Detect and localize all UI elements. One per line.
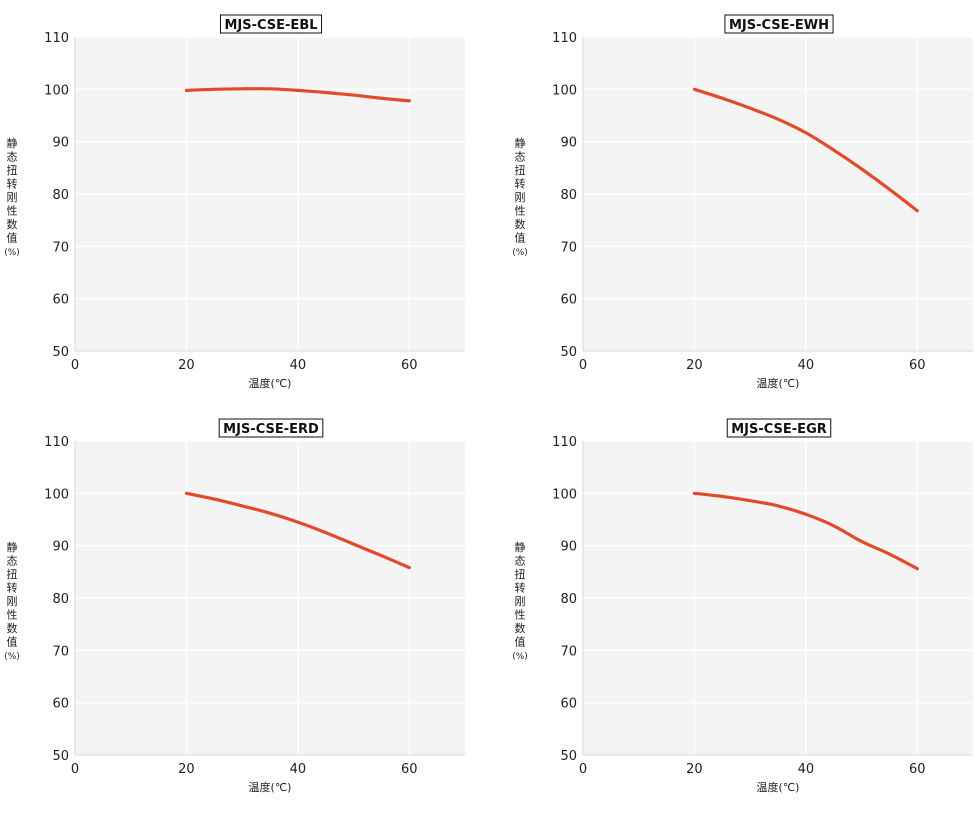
y-tick-label: 80 [52,188,69,203]
y-tick-label: 50 [560,749,577,764]
x-tick-label: 20 [178,762,195,777]
y-tick-label: 110 [552,435,577,450]
chart-title-box [218,418,324,438]
y-tick-label: 70 [560,240,577,255]
chart-panel-3: 50 60 70 80 90 100 110 0 20 40 60 温度(℃) 静态扭转刚性数值(%) M… [4,418,465,794]
y-tick-label: 100 [552,487,577,502]
chart-title-box [724,14,834,34]
series-line-1 [184,87,411,103]
y-tick-label: 90 [560,136,577,151]
x-tick-label: 0 [71,762,79,777]
y-tick-label: 100 [44,83,69,98]
y-tick-label: 60 [52,293,69,308]
x-axis-label: 温度(℃) [757,376,800,390]
y-tick-label: 100 [44,487,69,502]
series-line-1 [184,491,411,570]
x-tick-label: 40 [798,358,815,373]
x-tick-label: 60 [909,762,926,777]
x-axis-label: 温度(℃) [757,780,800,794]
y-tick-label: 80 [560,188,577,203]
y-tick-label: 70 [560,644,577,659]
y-tick-label: 50 [52,345,69,360]
chart-title-box [219,14,323,34]
chart-title: MJS-CSE-EBL [224,18,317,33]
x-tick-label: 20 [686,762,703,777]
x-tick-label: 60 [401,358,418,373]
x-tick-label: 20 [686,358,703,373]
x-tick-label: 0 [579,358,587,373]
y-axis-label: 静态扭转刚性数值(%) [512,540,528,662]
x-axis-label: 温度(℃) [249,376,292,390]
x-tick-label: 40 [798,762,815,777]
x-axis-label: 温度(℃) [249,780,292,794]
chart-title-box [726,418,832,438]
x-tick-label: 60 [401,762,418,777]
x-tick-label: 0 [579,762,587,777]
y-axis-label: 静态扭转刚性数值(%) [4,136,20,258]
chart-panel-1: 50 60 70 80 90 100 110 0 20 40 60 温度(℃) 静态扭转刚性数值(%) M… [4,14,465,390]
series-line-1 [692,87,919,213]
x-tick-label: 60 [909,358,926,373]
series-line-1 [692,491,919,571]
x-tick-label: 40 [290,762,307,777]
chart-title: MJS-CSE-EGR [731,422,827,437]
y-tick-label: 110 [552,31,577,46]
chart-title: MJS-CSE-EWH [729,18,829,33]
y-tick-label: 50 [560,345,577,360]
y-tick-label: 100 [552,83,577,98]
chart-panel-4: 50 60 70 80 90 100 110 0 20 40 60 温度(℃) 静态扭转刚性数值(%) M… [512,418,973,794]
y-tick-label: 110 [44,435,69,450]
y-tick-label: 90 [560,540,577,555]
y-tick-label: 60 [560,293,577,308]
chart-title: MJS-CSE-ERD [223,422,319,437]
y-tick-label: 80 [52,592,69,607]
y-tick-label: 70 [52,240,69,255]
y-axis-label: 静态扭转刚性数值(%) [4,540,20,662]
y-tick-label: 70 [52,644,69,659]
x-tick-label: 40 [290,358,307,373]
chart-panel-2: 50 60 70 80 90 100 110 0 20 40 60 温度(℃) 静态扭转刚性数值(%) M… [512,14,973,390]
y-axis-label: 静态扭转刚性数值(%) [512,136,528,258]
y-tick-label: 80 [560,592,577,607]
y-tick-label: 60 [52,697,69,712]
y-tick-label: 110 [44,31,69,46]
x-tick-label: 20 [178,358,195,373]
y-tick-label: 90 [52,540,69,555]
y-tick-label: 50 [52,749,69,764]
y-tick-label: 60 [560,697,577,712]
y-tick-label: 90 [52,136,69,151]
x-tick-label: 0 [71,358,79,373]
